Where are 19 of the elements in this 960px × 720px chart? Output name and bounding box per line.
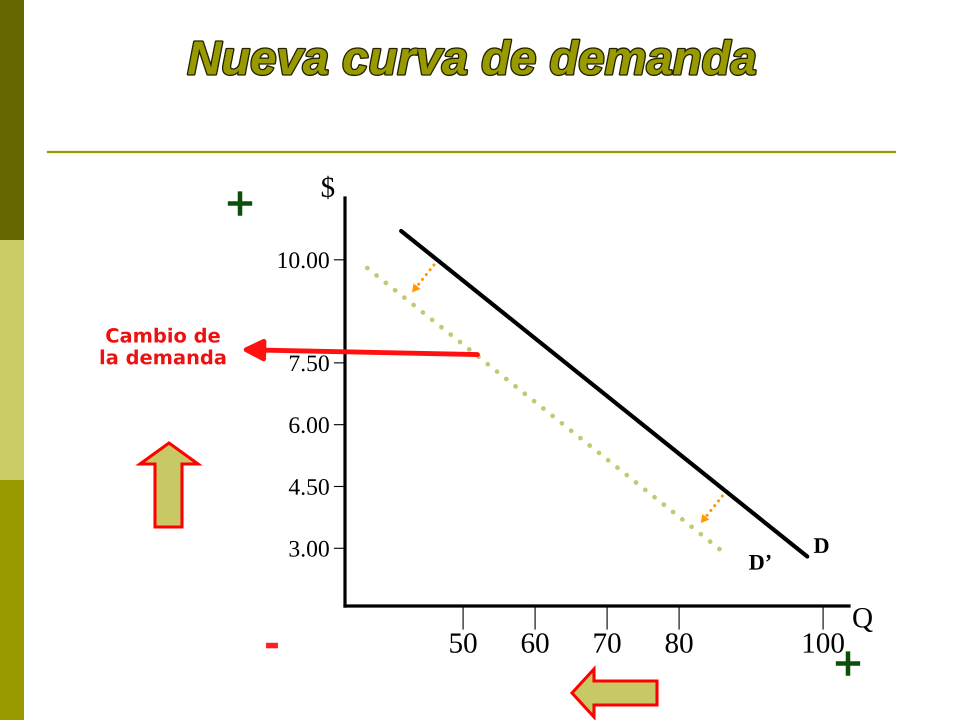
y-tick-label: 6.00 bbox=[289, 417, 329, 434]
x-tick-label: 100 bbox=[804, 633, 844, 653]
x-tick-label: 60 bbox=[522, 633, 549, 653]
y-tick-label: 3.00 bbox=[290, 540, 329, 557]
series-label: D bbox=[814, 538, 828, 553]
series-label: D’ bbox=[749, 554, 771, 570]
x-axis-title: Q bbox=[853, 608, 873, 632]
text: - bbox=[266, 642, 278, 648]
y-axis-title: $ bbox=[322, 176, 334, 200]
text: + bbox=[836, 651, 860, 676]
x-tick-label: 50 bbox=[450, 633, 477, 653]
y-tick-label: 10.00 bbox=[278, 252, 329, 268]
y-tick-label: 7.50 bbox=[290, 355, 329, 372]
text: + bbox=[228, 191, 252, 216]
y-tick-label: 4.50 bbox=[288, 478, 329, 496]
x-tick-label: 70 bbox=[594, 633, 621, 653]
chart-title: Nueva curva de demanda bbox=[188, 40, 756, 75]
x-tick-label: 80 bbox=[666, 633, 693, 653]
annotation: Cambio de la demanda bbox=[100, 328, 226, 365]
